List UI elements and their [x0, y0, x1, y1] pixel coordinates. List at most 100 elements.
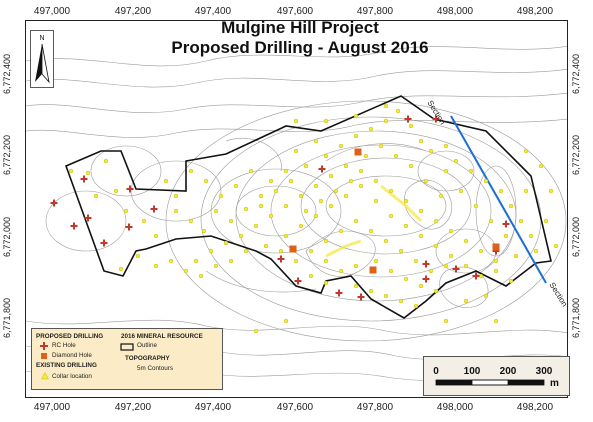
- collar-marker: [388, 213, 394, 219]
- collar-marker: [258, 193, 264, 199]
- easting-tick-bottom: 498,200: [516, 402, 554, 413]
- collar-marker: [323, 153, 329, 159]
- collar-marker: [368, 126, 374, 132]
- collar-marker: [141, 218, 147, 224]
- collar-marker: [135, 253, 141, 259]
- collar-marker: [318, 198, 324, 204]
- scale-tick: 0: [433, 366, 439, 377]
- rc-hole-marker: [452, 265, 460, 273]
- collar-marker: [478, 273, 484, 279]
- legend-contours: 5m Contours: [137, 365, 174, 372]
- rc-hole-marker: [335, 289, 343, 297]
- rc-hole-marker: [502, 220, 510, 228]
- collar-marker: [278, 248, 284, 254]
- northing-tick-left: 6,771,800: [2, 297, 13, 339]
- collar-marker: [453, 158, 459, 164]
- scale-tick: 200: [499, 366, 517, 377]
- collar-marker: [103, 158, 109, 164]
- collar-marker: [313, 138, 319, 144]
- collar-marker: [193, 258, 199, 264]
- collar-marker: [358, 183, 364, 189]
- collar-marker: [403, 198, 409, 204]
- collar-marker: [373, 178, 379, 184]
- collar-marker: [468, 168, 474, 174]
- collar-marker: [418, 208, 424, 214]
- collar-marker: [418, 138, 424, 144]
- diamond-hole-marker: [492, 243, 500, 251]
- collar-marker: [483, 178, 489, 184]
- collar-marker: [298, 223, 304, 229]
- collar-marker: [353, 113, 359, 119]
- collar-marker: [333, 188, 339, 194]
- collar-marker: [428, 148, 434, 154]
- collar-marker: [483, 293, 489, 299]
- northing-tick-right: 6,772,200: [571, 134, 582, 176]
- collar-marker: [323, 280, 329, 286]
- collar-marker: [373, 258, 379, 264]
- collar-marker: [208, 248, 214, 254]
- collar-marker: [313, 183, 319, 189]
- collar-marker: [118, 266, 124, 272]
- collar-marker: [338, 143, 344, 149]
- collar-marker: [548, 188, 554, 194]
- collar-marker: [458, 188, 464, 194]
- easting-tick-bottom: 498,000: [436, 402, 474, 413]
- collar-marker: [68, 168, 74, 174]
- collar-marker: [373, 198, 379, 204]
- collar-marker: [413, 303, 419, 309]
- collar-marker: [383, 293, 389, 299]
- collar-marker: [258, 203, 264, 209]
- collar-marker: [543, 218, 549, 224]
- collar-marker: [338, 268, 344, 274]
- easting-tick-bottom: 497,400: [194, 402, 232, 413]
- collar-marker: [368, 228, 374, 234]
- collar-marker: [153, 233, 159, 239]
- northing-tick-left: 6,772,000: [2, 216, 13, 258]
- section-line: [450, 115, 547, 284]
- collar-marker: [433, 243, 439, 249]
- collar-marker: [343, 163, 349, 169]
- collar-marker: [273, 188, 279, 194]
- collar-marker: [408, 163, 414, 169]
- collar-marker: [328, 173, 334, 179]
- collar-marker: [268, 213, 274, 219]
- collar-marker: [338, 228, 344, 234]
- easting-tick-top: 497,000: [33, 6, 71, 17]
- ore-trend: [380, 184, 423, 223]
- northing-tick-right: 6,771,800: [571, 297, 582, 339]
- collar-marker: [163, 178, 169, 184]
- collar-marker: [353, 218, 359, 224]
- scale-tick: 300: [535, 366, 553, 377]
- collar-marker: [308, 273, 314, 279]
- collar-marker: [478, 248, 484, 254]
- collar-marker: [433, 218, 439, 224]
- rc-hole-marker: [50, 199, 58, 207]
- rc-hole-marker: [472, 272, 480, 280]
- collar-marker: [253, 328, 259, 334]
- rc-hole-marker: [357, 293, 365, 301]
- diamond-hole-icon: [41, 353, 47, 359]
- collar-marker: [513, 253, 519, 259]
- easting-tick-top: 497,600: [276, 6, 314, 17]
- collar-marker: [388, 268, 394, 274]
- collar-marker: [383, 118, 389, 124]
- collar-marker: [393, 153, 399, 159]
- resource-outline: [64, 95, 552, 319]
- title-line-1: Mulgine Hill Project: [221, 18, 379, 37]
- northing-tick-left: 6,772,200: [2, 134, 13, 176]
- collar-marker: [378, 143, 384, 149]
- collar-marker: [303, 163, 309, 169]
- collar-marker: [308, 248, 314, 254]
- rc-hole-marker: [70, 222, 78, 230]
- legend-diamond-hole: Diamond Hole: [52, 352, 92, 359]
- collar-marker: [283, 233, 289, 239]
- legend-topo-header: TOPOGRAPHY: [125, 355, 170, 362]
- scale-bar: 0 100 200 300 m: [423, 356, 570, 396]
- collar-marker: [293, 148, 299, 154]
- rc-hole-marker: [432, 115, 440, 123]
- legend-outline: Outline: [137, 342, 157, 349]
- collar-marker: [313, 213, 319, 219]
- outline-icon: [120, 343, 134, 351]
- rc-hole-marker: [84, 214, 92, 222]
- collar-marker: [473, 203, 479, 209]
